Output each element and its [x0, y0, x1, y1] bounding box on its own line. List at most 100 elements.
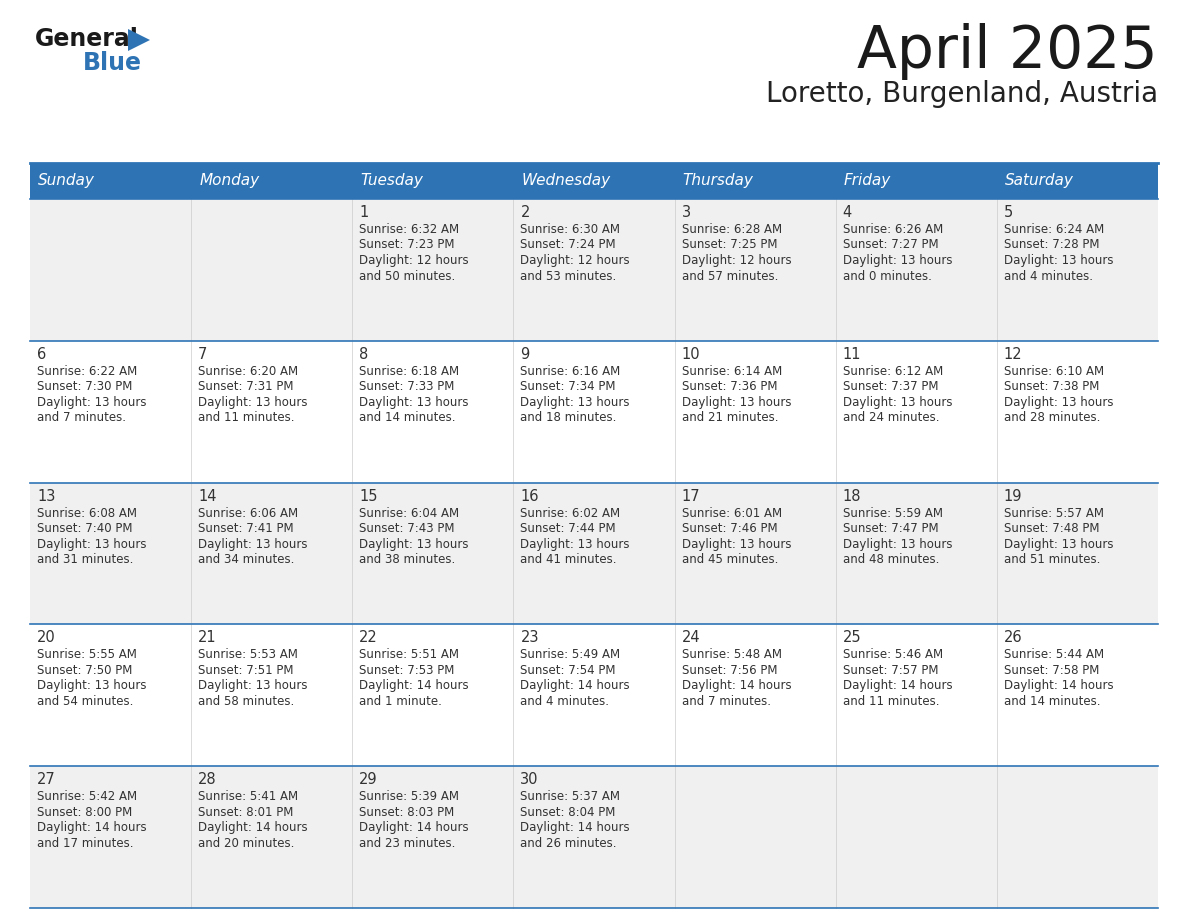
Text: Sunrise: 6:06 AM: Sunrise: 6:06 AM	[198, 507, 298, 520]
Text: Sunset: 8:03 PM: Sunset: 8:03 PM	[359, 806, 455, 819]
Text: Daylight: 14 hours: Daylight: 14 hours	[1004, 679, 1113, 692]
Text: 14: 14	[198, 488, 216, 504]
Bar	[30, 199, 1158, 341]
Text: Friday: Friday	[843, 174, 891, 188]
Text: and 17 minutes.: and 17 minutes.	[37, 836, 133, 850]
Text: Sunset: 7:40 PM: Sunset: 7:40 PM	[37, 522, 133, 535]
Text: Sunrise: 6:10 AM: Sunrise: 6:10 AM	[1004, 364, 1104, 378]
Text: and 28 minutes.: and 28 minutes.	[1004, 411, 1100, 424]
Text: Wednesday: Wednesday	[522, 174, 611, 188]
Text: 22: 22	[359, 631, 378, 645]
Text: Sunrise: 6:20 AM: Sunrise: 6:20 AM	[198, 364, 298, 378]
Text: Sunrise: 5:46 AM: Sunrise: 5:46 AM	[842, 648, 943, 661]
Text: Sunset: 7:56 PM: Sunset: 7:56 PM	[682, 664, 777, 677]
Text: Daylight: 13 hours: Daylight: 13 hours	[520, 396, 630, 409]
Text: Daylight: 13 hours: Daylight: 13 hours	[198, 396, 308, 409]
Text: Daylight: 12 hours: Daylight: 12 hours	[682, 254, 791, 267]
Text: Sunset: 7:30 PM: Sunset: 7:30 PM	[37, 380, 132, 393]
Text: 19: 19	[1004, 488, 1023, 504]
Text: Sunrise: 6:18 AM: Sunrise: 6:18 AM	[359, 364, 460, 378]
Text: Sunrise: 6:22 AM: Sunrise: 6:22 AM	[37, 364, 138, 378]
Text: Sunset: 7:34 PM: Sunset: 7:34 PM	[520, 380, 615, 393]
Text: Daylight: 12 hours: Daylight: 12 hours	[359, 254, 469, 267]
Text: Sunrise: 6:32 AM: Sunrise: 6:32 AM	[359, 223, 460, 236]
Text: Sunset: 7:31 PM: Sunset: 7:31 PM	[198, 380, 293, 393]
Text: Daylight: 14 hours: Daylight: 14 hours	[520, 679, 630, 692]
Text: General: General	[34, 27, 139, 51]
Text: Tuesday: Tuesday	[360, 174, 423, 188]
Text: 18: 18	[842, 488, 861, 504]
Text: and 41 minutes.: and 41 minutes.	[520, 554, 617, 566]
Text: Sunset: 7:44 PM: Sunset: 7:44 PM	[520, 522, 617, 535]
Text: 15: 15	[359, 488, 378, 504]
Text: 23: 23	[520, 631, 539, 645]
Text: Sunrise: 5:44 AM: Sunrise: 5:44 AM	[1004, 648, 1104, 661]
Text: Daylight: 13 hours: Daylight: 13 hours	[842, 538, 953, 551]
Text: Daylight: 13 hours: Daylight: 13 hours	[37, 396, 146, 409]
Text: 3: 3	[682, 205, 690, 220]
Bar	[513, 163, 675, 199]
Text: Daylight: 13 hours: Daylight: 13 hours	[359, 396, 469, 409]
Text: Sunset: 7:57 PM: Sunset: 7:57 PM	[842, 664, 939, 677]
Text: Sunset: 8:04 PM: Sunset: 8:04 PM	[520, 806, 615, 819]
Text: Daylight: 14 hours: Daylight: 14 hours	[842, 679, 953, 692]
Text: Sunset: 7:46 PM: Sunset: 7:46 PM	[682, 522, 777, 535]
Text: Monday: Monday	[200, 174, 259, 188]
Text: and 31 minutes.: and 31 minutes.	[37, 554, 133, 566]
Text: 1: 1	[359, 205, 368, 220]
Text: Blue: Blue	[83, 51, 143, 75]
Text: 21: 21	[198, 631, 216, 645]
Text: Sunset: 7:28 PM: Sunset: 7:28 PM	[1004, 239, 1099, 252]
Text: Daylight: 13 hours: Daylight: 13 hours	[198, 538, 308, 551]
Text: Sunrise: 5:57 AM: Sunrise: 5:57 AM	[1004, 507, 1104, 520]
Text: Daylight: 13 hours: Daylight: 13 hours	[37, 538, 146, 551]
Text: Sunset: 7:36 PM: Sunset: 7:36 PM	[682, 380, 777, 393]
Text: and 54 minutes.: and 54 minutes.	[37, 695, 133, 708]
Text: Sunset: 7:33 PM: Sunset: 7:33 PM	[359, 380, 455, 393]
Text: Sunset: 7:58 PM: Sunset: 7:58 PM	[1004, 664, 1099, 677]
Text: Sunrise: 6:14 AM: Sunrise: 6:14 AM	[682, 364, 782, 378]
Bar	[191, 163, 353, 199]
Text: 9: 9	[520, 347, 530, 362]
Text: Daylight: 13 hours: Daylight: 13 hours	[520, 538, 630, 551]
Polygon shape	[128, 29, 150, 51]
Text: Sunrise: 6:24 AM: Sunrise: 6:24 AM	[1004, 223, 1104, 236]
Text: Daylight: 13 hours: Daylight: 13 hours	[1004, 538, 1113, 551]
Text: Sunset: 7:25 PM: Sunset: 7:25 PM	[682, 239, 777, 252]
Text: Sunrise: 5:59 AM: Sunrise: 5:59 AM	[842, 507, 943, 520]
Text: and 1 minute.: and 1 minute.	[359, 695, 442, 708]
Text: and 48 minutes.: and 48 minutes.	[842, 554, 939, 566]
Text: Sunset: 7:38 PM: Sunset: 7:38 PM	[1004, 380, 1099, 393]
Text: 29: 29	[359, 772, 378, 788]
Text: Daylight: 14 hours: Daylight: 14 hours	[520, 822, 630, 834]
Text: and 7 minutes.: and 7 minutes.	[682, 695, 771, 708]
Text: Daylight: 13 hours: Daylight: 13 hours	[682, 538, 791, 551]
Text: 7: 7	[198, 347, 208, 362]
Text: and 7 minutes.: and 7 minutes.	[37, 411, 126, 424]
Text: and 38 minutes.: and 38 minutes.	[359, 554, 455, 566]
Text: 27: 27	[37, 772, 56, 788]
Text: 2: 2	[520, 205, 530, 220]
Bar	[675, 163, 835, 199]
Text: Sunrise: 5:42 AM: Sunrise: 5:42 AM	[37, 790, 137, 803]
Text: Sunset: 7:27 PM: Sunset: 7:27 PM	[842, 239, 939, 252]
Text: Sunrise: 5:51 AM: Sunrise: 5:51 AM	[359, 648, 460, 661]
Text: Sunrise: 5:39 AM: Sunrise: 5:39 AM	[359, 790, 460, 803]
Text: and 4 minutes.: and 4 minutes.	[520, 695, 609, 708]
Text: 5: 5	[1004, 205, 1013, 220]
Text: and 26 minutes.: and 26 minutes.	[520, 836, 617, 850]
Text: and 50 minutes.: and 50 minutes.	[359, 270, 455, 283]
Text: Sunrise: 6:08 AM: Sunrise: 6:08 AM	[37, 507, 137, 520]
Bar	[30, 483, 1158, 624]
Text: Sunrise: 6:26 AM: Sunrise: 6:26 AM	[842, 223, 943, 236]
Text: Sunrise: 5:53 AM: Sunrise: 5:53 AM	[198, 648, 298, 661]
Bar	[835, 163, 997, 199]
Text: Sunset: 7:43 PM: Sunset: 7:43 PM	[359, 522, 455, 535]
Text: Sunset: 7:51 PM: Sunset: 7:51 PM	[198, 664, 293, 677]
Text: Daylight: 13 hours: Daylight: 13 hours	[198, 679, 308, 692]
Text: Daylight: 13 hours: Daylight: 13 hours	[1004, 396, 1113, 409]
Text: Sunset: 8:01 PM: Sunset: 8:01 PM	[198, 806, 293, 819]
Text: and 14 minutes.: and 14 minutes.	[359, 411, 456, 424]
Text: and 53 minutes.: and 53 minutes.	[520, 270, 617, 283]
Text: 13: 13	[37, 488, 56, 504]
